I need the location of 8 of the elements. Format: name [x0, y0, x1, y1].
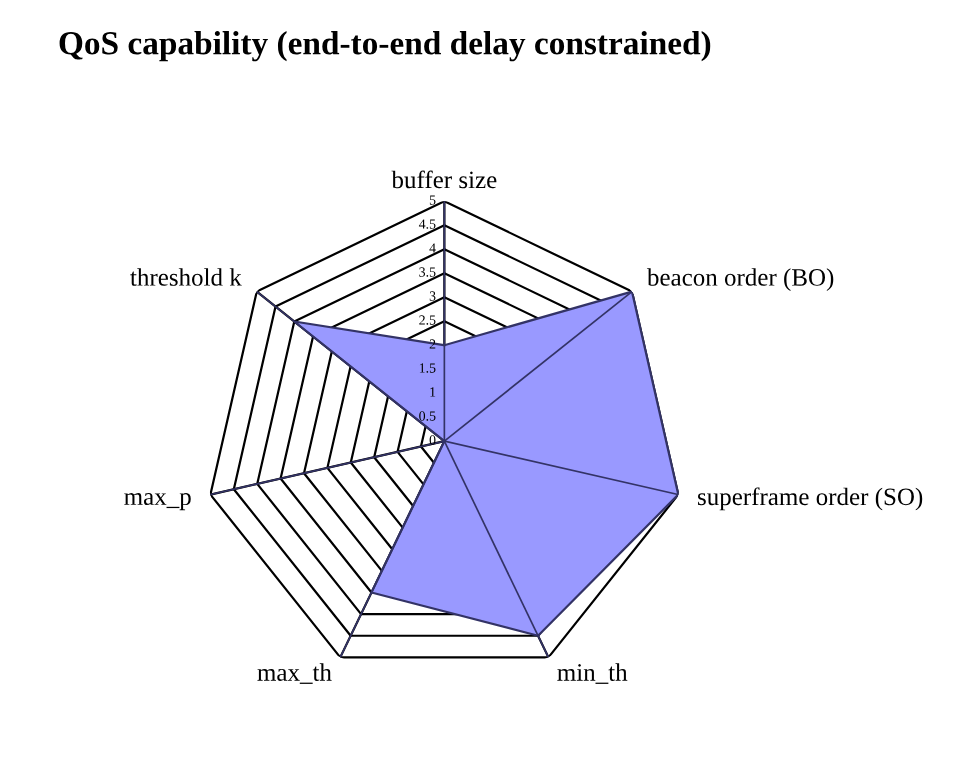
spoke-label: min_th	[557, 663, 628, 684]
spoke-label: superframe order (SO)	[698, 487, 923, 511]
spoke-label: buffer size	[391, 170, 497, 189]
chart-title: QoS capability (end-to-end delay constrained)	[59, 31, 711, 62]
spoke-label: max_th	[257, 663, 332, 684]
spoke-label: beacon order (BO)	[646, 268, 834, 291]
spoke-label: threshold k	[130, 268, 242, 286]
spoke-label: max_p	[124, 493, 191, 511]
